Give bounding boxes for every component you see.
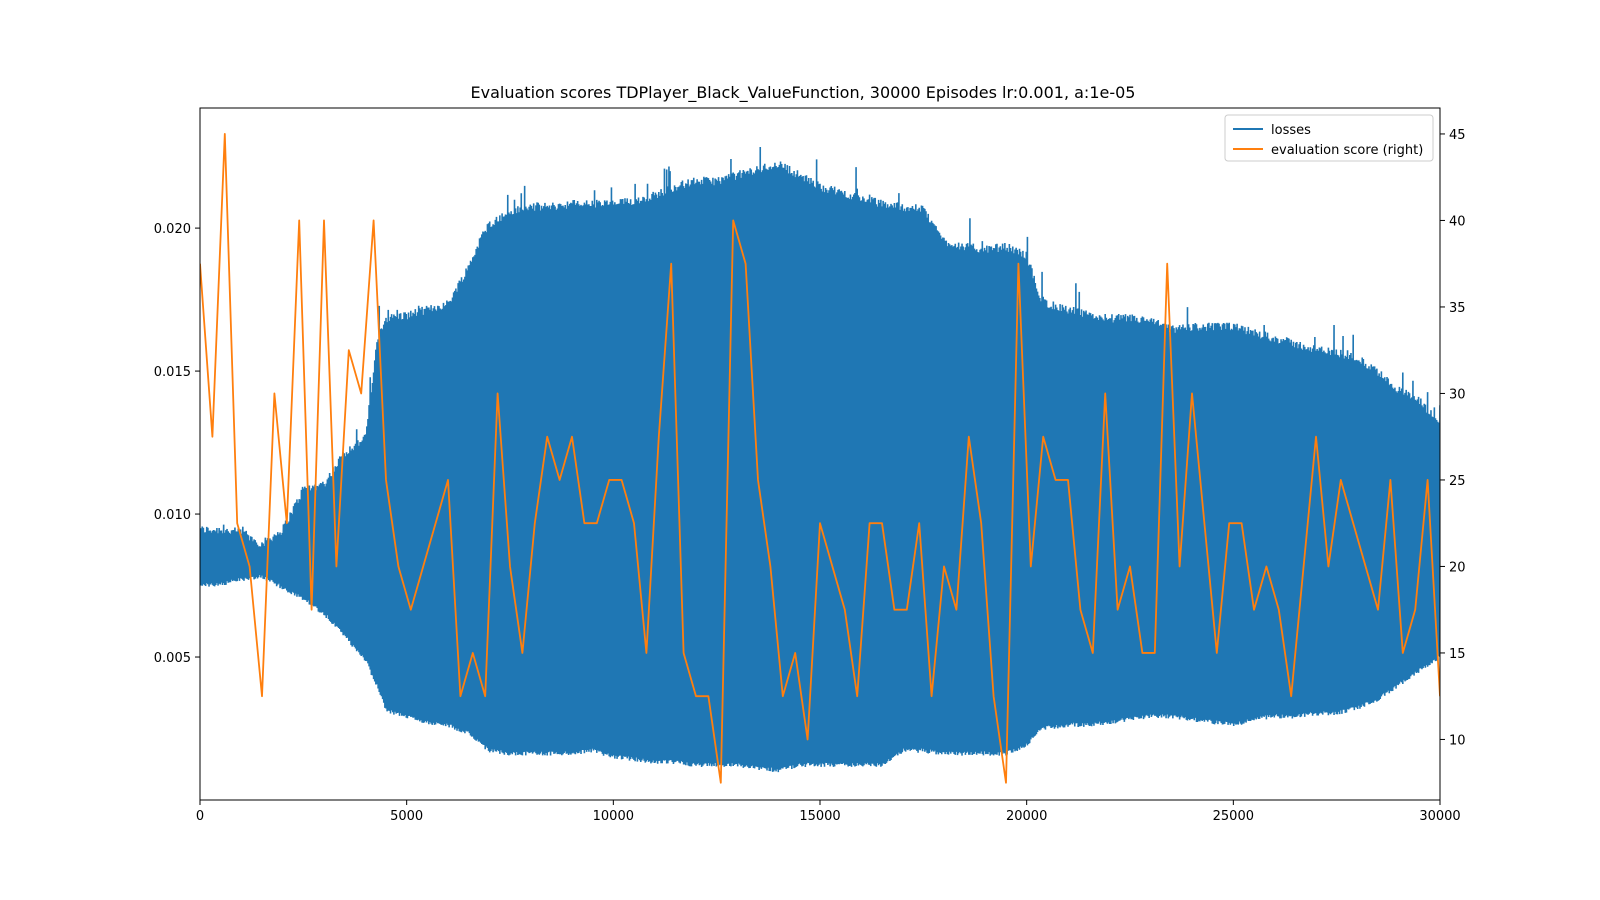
y2-tick-label: 30: [1449, 387, 1466, 402]
y-tick-label: 0.020: [154, 222, 191, 237]
x-tick-label: 5000: [390, 809, 423, 824]
y2-tick-label: 35: [1449, 301, 1466, 316]
series-losses: [200, 147, 1440, 773]
x-tick-label: 25000: [1213, 809, 1254, 824]
y-tick-label: 0.015: [154, 365, 191, 380]
x-tick-label: 10000: [593, 809, 634, 824]
legend: losses evaluation score (right): [1224, 114, 1434, 162]
y2-tick-label: 15: [1449, 647, 1466, 662]
x-tick-label: 20000: [1006, 809, 1047, 824]
axes: 0 5000 10000 15000 20000 25000 30000 0.005 0.010…: [154, 107, 1466, 824]
series-evaluation-score: [200, 133, 1440, 784]
y2-tick-label: 20: [1449, 560, 1466, 575]
chart-title: Evaluation scores TDPlayer_Black_ValueFu…: [471, 83, 1136, 103]
y2-tick-label: 25: [1449, 474, 1466, 489]
plot-area: [200, 133, 1440, 784]
y2-tick-label: 10: [1449, 733, 1466, 748]
legend-label: losses: [1271, 123, 1311, 138]
x-tick-label: 15000: [799, 809, 840, 824]
legend-label: evaluation score (right): [1271, 143, 1423, 158]
legend-box: [1224, 114, 1434, 162]
x-tick-label: 30000: [1419, 809, 1460, 824]
x-tick-label: 0: [196, 809, 204, 824]
y2-tick-label: 45: [1449, 128, 1466, 143]
y-tick-label: 0.005: [154, 651, 191, 666]
y2-tick-label: 40: [1449, 214, 1466, 229]
y-tick-label: 0.010: [154, 508, 191, 523]
